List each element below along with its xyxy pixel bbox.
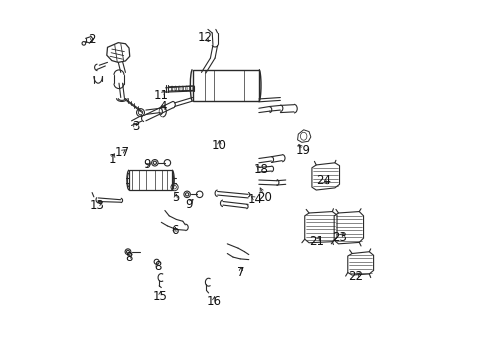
Text: 15: 15 (152, 290, 167, 303)
Text: 11: 11 (154, 89, 168, 102)
Text: 4: 4 (159, 100, 166, 113)
Text: 21: 21 (308, 235, 323, 248)
Text: 14: 14 (247, 193, 262, 206)
Text: 1: 1 (108, 153, 116, 166)
Text: 19: 19 (296, 144, 310, 157)
Text: 24: 24 (315, 174, 330, 186)
Text: 6: 6 (170, 224, 178, 238)
Text: 20: 20 (257, 191, 272, 204)
Text: 10: 10 (211, 139, 226, 152)
Text: 5: 5 (172, 192, 179, 204)
Text: 3: 3 (132, 121, 139, 134)
Bar (192, 69, 258, 101)
Text: 8: 8 (154, 260, 161, 273)
Text: 12: 12 (197, 31, 212, 44)
Bar (129, 170, 172, 190)
Text: 13: 13 (89, 199, 104, 212)
Text: 23: 23 (331, 231, 346, 244)
Text: 8: 8 (125, 251, 132, 264)
Text: 9: 9 (143, 158, 150, 171)
Text: 2: 2 (88, 32, 96, 46)
Text: 7: 7 (237, 266, 244, 279)
Text: 17: 17 (114, 145, 129, 158)
Text: 16: 16 (206, 296, 221, 309)
Text: 22: 22 (347, 270, 363, 283)
Text: 9: 9 (185, 198, 192, 211)
Text: 18: 18 (253, 163, 267, 176)
